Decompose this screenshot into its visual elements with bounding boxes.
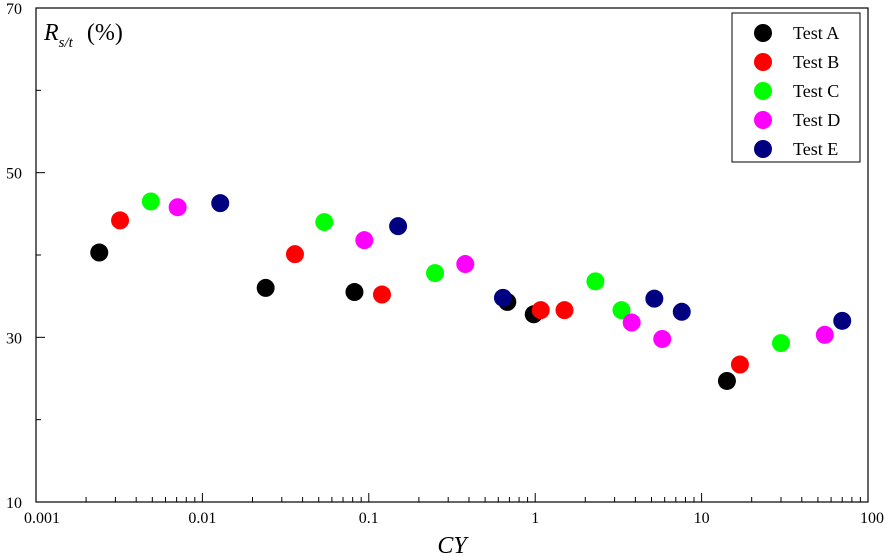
x-tick-label: 0.01: [188, 510, 216, 527]
legend-item: Test B: [754, 52, 839, 72]
data-point: [771, 334, 790, 353]
x-axis-title: CY: [437, 533, 469, 556]
data-point: [345, 283, 364, 302]
data-point: [645, 289, 664, 308]
data-point: [426, 264, 445, 283]
legend-marker: [754, 53, 772, 71]
x-tick-label: 10: [694, 510, 710, 527]
data-point: [586, 272, 605, 291]
x-tick-label: 100: [860, 510, 884, 527]
data-point: [672, 302, 691, 321]
data-point: [389, 217, 408, 236]
data-point: [256, 278, 275, 297]
legend-box: [731, 12, 861, 163]
data-point: [717, 371, 736, 390]
data-point: [833, 311, 852, 330]
series-test-c: [141, 192, 790, 353]
data-point: [315, 213, 334, 232]
series-test-a: [90, 243, 736, 390]
data-point: [531, 301, 550, 320]
data-point: [456, 255, 475, 274]
legend-label: Test A: [793, 23, 839, 43]
legend-item: Test E: [754, 139, 838, 159]
legend-label: Test C: [793, 81, 839, 101]
x-tick-label: 0.001: [24, 510, 60, 527]
legend-label: Test B: [793, 52, 839, 72]
y-axis-title: Rs/t (%): [43, 20, 123, 51]
axis-ticks: [35, 7, 869, 503]
data-point: [815, 325, 834, 344]
y-axis-title-subscript: s/t: [59, 35, 74, 51]
y-axis-title-symbol: R: [43, 20, 59, 46]
data-point: [141, 192, 160, 211]
data-point: [555, 301, 574, 320]
axis-tick-labels: 0.001 0.01 0.1 1 10 100 10 30 50 70: [6, 1, 884, 527]
series-test-b: [111, 211, 749, 374]
svg-text:Rs/t(%): Rs/t (%): [43, 20, 123, 51]
data-point: [355, 231, 374, 250]
legend: Test A Test B Test C Test D Test E: [731, 12, 861, 163]
x-tick-label: 0.1: [359, 510, 379, 527]
data-point: [622, 313, 641, 332]
x-tick-label: 1: [531, 510, 539, 527]
y-tick-label: 70: [6, 1, 22, 18]
y-tick-label: 10: [6, 495, 22, 512]
legend-item: Test C: [754, 81, 839, 101]
data-point: [493, 288, 512, 307]
series-test-e: [211, 194, 852, 330]
data-point: [111, 211, 130, 230]
legend-label: Test E: [793, 139, 838, 159]
data-point: [372, 285, 391, 304]
data-point: [90, 243, 109, 262]
y-axis-title-unit: (%): [87, 20, 123, 46]
legend-label: Test D: [793, 110, 840, 130]
y-tick-label: 50: [6, 166, 22, 183]
legend-marker: [754, 140, 772, 158]
data-point: [168, 198, 187, 217]
series-test-d: [168, 198, 834, 348]
data-point: [211, 194, 230, 213]
data-point: [285, 245, 304, 264]
legend-item: Test D: [754, 110, 840, 130]
legend-marker: [754, 111, 772, 129]
y-tick-label: 30: [6, 330, 22, 347]
legend-item: Test A: [754, 23, 839, 43]
legend-marker: [754, 82, 772, 100]
data-point: [653, 329, 672, 348]
legend-items: Test A Test B Test C Test D Test E: [754, 23, 840, 159]
data-points: [90, 192, 852, 390]
legend-marker: [754, 24, 772, 42]
data-point: [612, 301, 631, 320]
data-point: [730, 355, 749, 374]
